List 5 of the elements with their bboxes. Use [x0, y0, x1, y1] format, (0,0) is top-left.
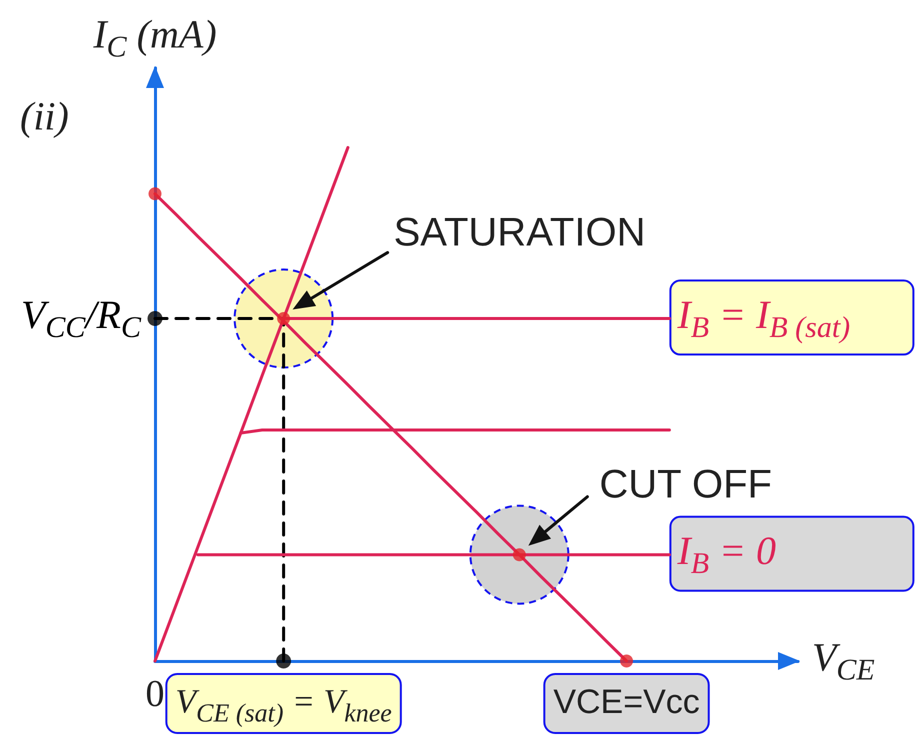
annotation: CUT OFF [599, 462, 772, 507]
annotation: SATURATION [394, 210, 646, 255]
text: (ii) [20, 94, 69, 138]
x-tick-label: 0 [146, 673, 164, 715]
x-tick-label: VCE=Vcc [553, 683, 700, 721]
